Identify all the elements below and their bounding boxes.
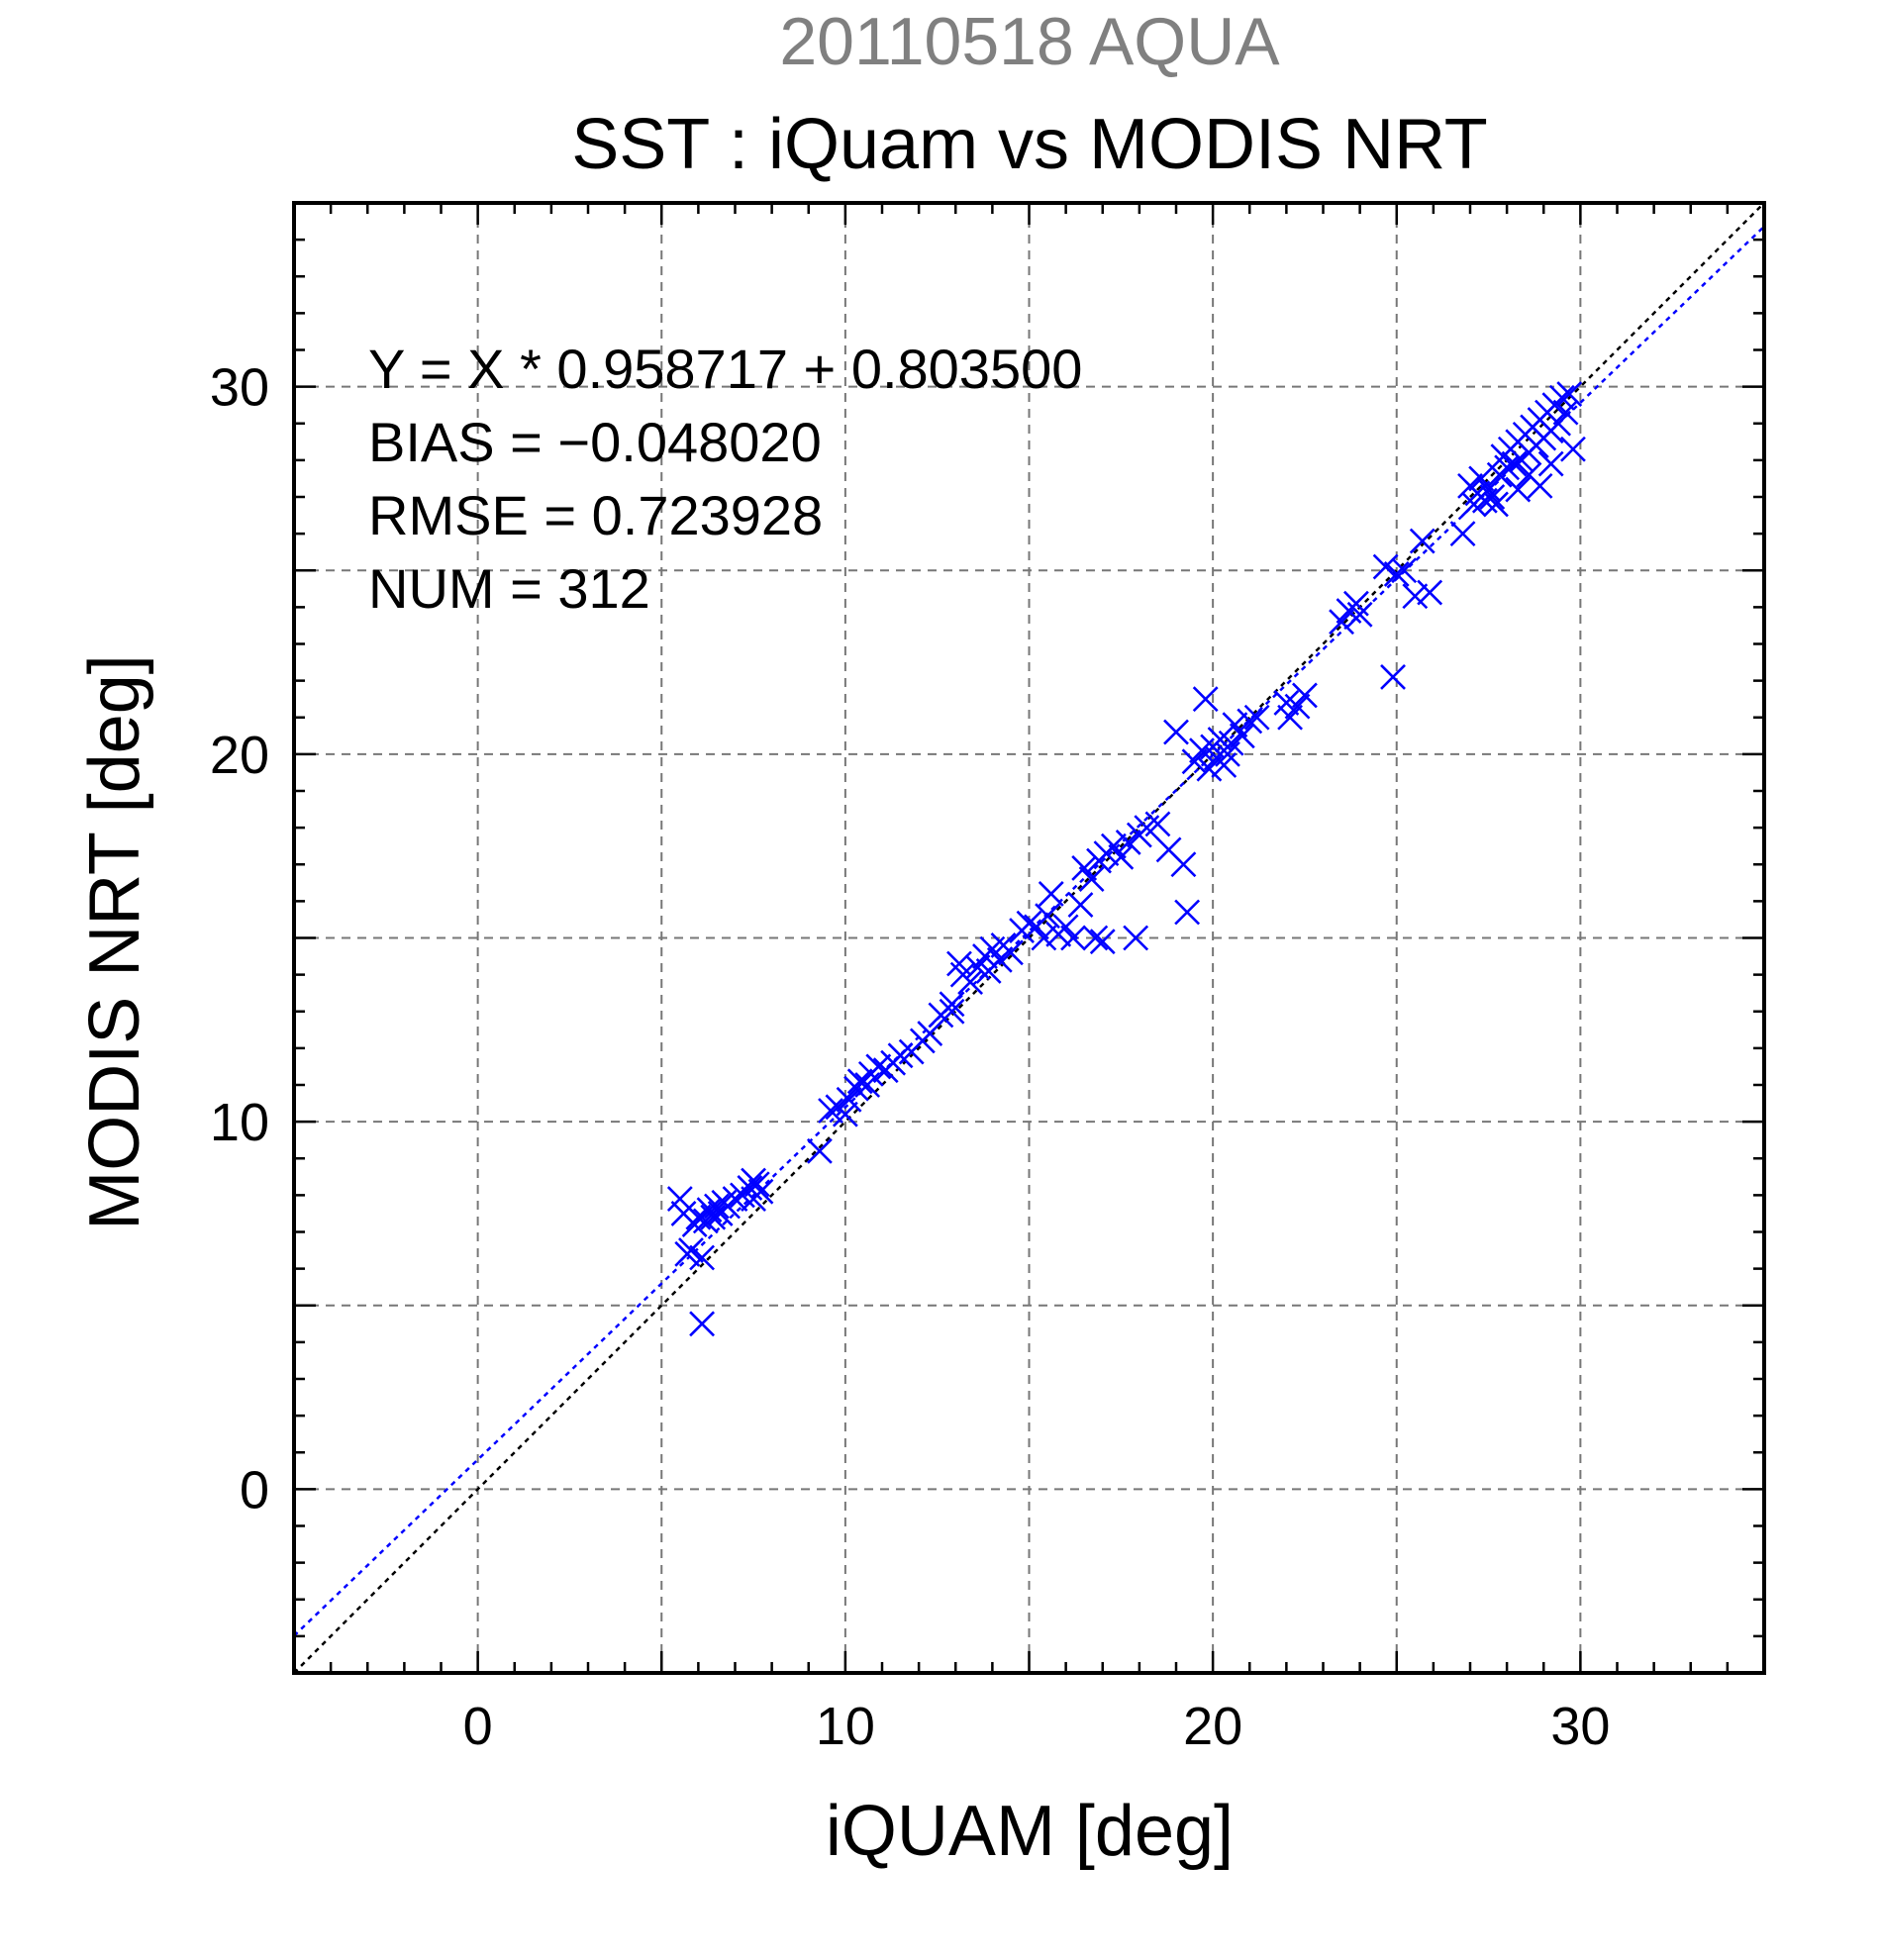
data-point — [1082, 925, 1109, 951]
data-point — [1181, 748, 1208, 775]
data-point — [1123, 925, 1149, 951]
x-tick-label: 20 — [1183, 1697, 1242, 1756]
data-point — [1115, 830, 1141, 855]
data-point — [1537, 450, 1564, 477]
chart-supertitle: 20110518 AQUA — [779, 4, 1280, 79]
y-tick-label: 0 — [240, 1460, 269, 1519]
data-point — [1038, 881, 1064, 907]
fit-equation: Y = X * 0.958717 + 0.803500 — [368, 338, 1082, 400]
data-point — [1449, 521, 1476, 547]
data-point — [1192, 686, 1219, 713]
data-point — [689, 1244, 716, 1271]
data-point — [1383, 561, 1410, 587]
data-point — [1071, 855, 1098, 881]
data-point — [1222, 712, 1248, 738]
y-tick-label: 20 — [210, 726, 269, 785]
data-point — [1545, 410, 1572, 437]
data-point — [1035, 903, 1060, 930]
data-point — [1089, 929, 1116, 955]
data-point — [1237, 708, 1263, 735]
data-point — [1067, 892, 1094, 919]
grid-lines — [294, 203, 1764, 1673]
x-tick-label: 0 — [463, 1697, 493, 1756]
data-point — [1284, 693, 1311, 720]
data-point — [957, 969, 984, 995]
data-point — [986, 946, 1013, 973]
data-point — [1417, 579, 1443, 606]
data-point — [1483, 491, 1509, 518]
data-point — [1031, 925, 1057, 951]
data-point — [1475, 476, 1502, 503]
data-point — [1552, 399, 1579, 426]
data-point — [1391, 557, 1418, 584]
data-point — [917, 1021, 943, 1046]
data-point — [1516, 461, 1542, 488]
data-point — [1243, 704, 1270, 731]
data-point — [1329, 609, 1354, 636]
data-point — [865, 1053, 892, 1080]
data-point — [1479, 484, 1506, 510]
data-point — [832, 1101, 858, 1127]
y-tick-label: 10 — [210, 1093, 269, 1152]
data-point — [998, 939, 1024, 966]
tick-labels: 0 10 20 30 0 10 20 30 — [210, 358, 1610, 1756]
data-point — [1346, 601, 1373, 628]
data-point — [1100, 833, 1127, 859]
data-point — [1556, 381, 1583, 407]
y-tick-label: 30 — [210, 358, 269, 418]
data-point — [939, 991, 965, 1018]
data-point — [747, 1178, 774, 1205]
rmse-value: RMSE = 0.723928 — [368, 484, 823, 546]
data-point — [1060, 925, 1086, 951]
data-point — [836, 1086, 862, 1113]
data-point — [1380, 663, 1406, 690]
data-point — [1505, 476, 1532, 503]
data-point — [1052, 914, 1079, 940]
data-point — [704, 1193, 730, 1220]
data-point — [1560, 436, 1586, 462]
data-point — [846, 1068, 873, 1095]
data-point — [939, 998, 965, 1025]
data-point — [1501, 450, 1528, 477]
data-point — [1292, 682, 1318, 709]
plot-frame — [292, 201, 1766, 1675]
data-point — [1108, 843, 1135, 870]
data-point — [743, 1171, 770, 1198]
data-point — [1144, 811, 1171, 837]
num-value: NUM = 312 — [368, 557, 650, 620]
data-point — [1409, 528, 1436, 554]
x-axis-label: iQUAM [deg] — [826, 1792, 1234, 1871]
data-point — [689, 1311, 716, 1337]
data-point — [1277, 704, 1304, 731]
x-tick-label: 30 — [1550, 1697, 1610, 1756]
data-point — [1174, 899, 1201, 926]
data-point — [1548, 384, 1575, 411]
data-point — [1196, 755, 1223, 782]
chart-title: SST : iQuam vs MODIS NRT — [571, 105, 1488, 184]
data-point — [678, 1237, 704, 1263]
data-point — [1170, 851, 1197, 878]
x-tick-label: 10 — [816, 1697, 875, 1756]
data-point — [818, 1098, 843, 1124]
data-point — [1402, 583, 1429, 610]
data-point — [1163, 719, 1189, 745]
data-point — [1078, 866, 1105, 893]
bias-value: BIAS = −0.048020 — [368, 411, 822, 473]
data-point — [806, 1137, 833, 1164]
data-point — [1229, 723, 1255, 749]
scatter-points — [666, 381, 1586, 1337]
stats-annotations: Y = X * 0.958717 + 0.803500 BIAS = −0.04… — [368, 338, 1082, 620]
y-axis-label: MODIS NRT [deg] — [75, 654, 154, 1230]
